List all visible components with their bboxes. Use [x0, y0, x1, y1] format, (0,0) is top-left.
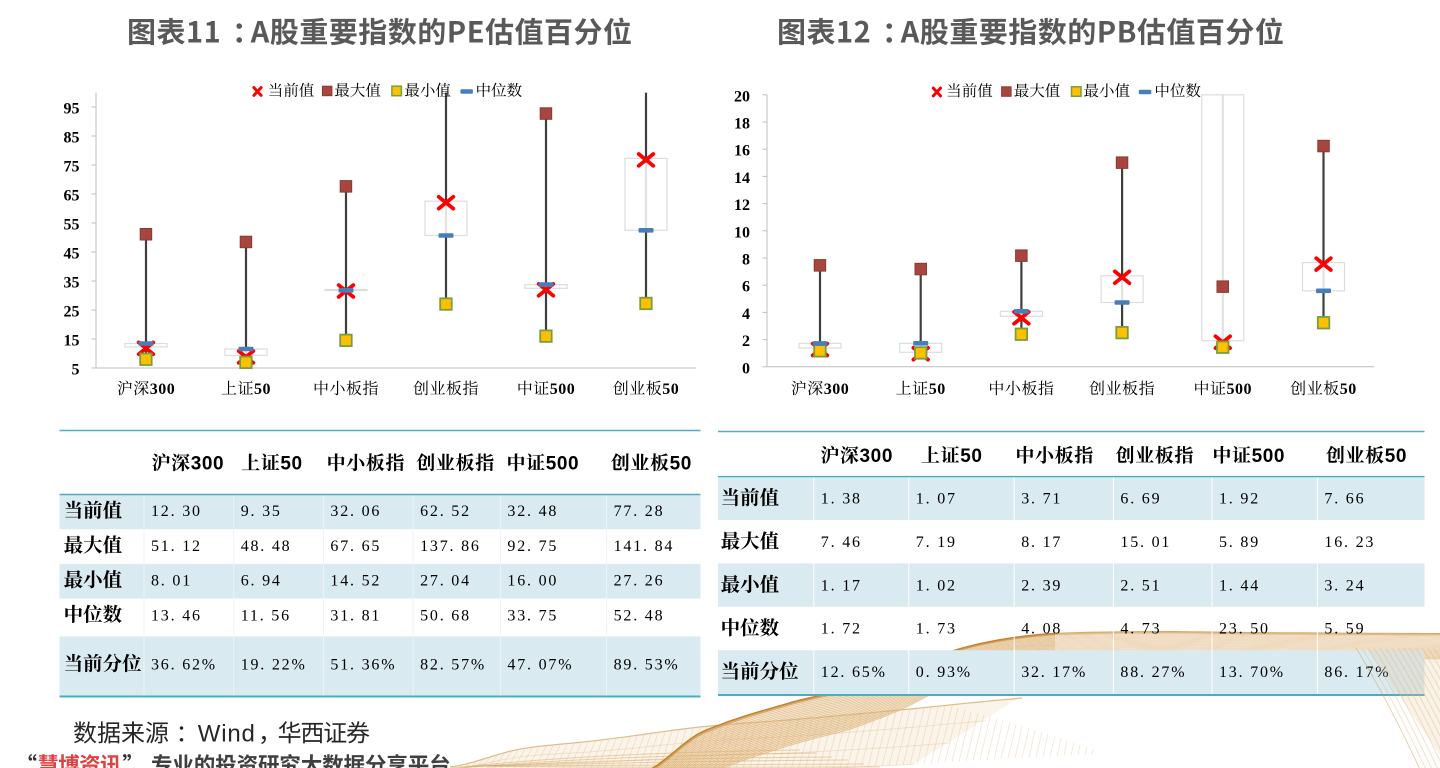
svg-text:12. 30: 12. 30 [151, 503, 202, 520]
svg-text:1. 44: 1. 44 [1219, 577, 1260, 594]
svg-text:2. 39: 2. 39 [1021, 577, 1062, 594]
svg-text:1. 72: 1. 72 [821, 621, 862, 638]
svg-text:14: 14 [734, 170, 750, 187]
svg-text:3. 24: 3. 24 [1324, 577, 1365, 594]
svg-text:4. 08: 4. 08 [1021, 621, 1062, 638]
svg-text:86. 17%: 86. 17% [1324, 664, 1390, 681]
svg-text:16. 23: 16. 23 [1324, 534, 1375, 551]
svg-text:500: 500 [546, 454, 580, 475]
svg-text:77. 28: 77. 28 [614, 503, 665, 520]
svg-text:13. 70%: 13. 70% [1219, 664, 1285, 681]
svg-text:8. 17: 8. 17 [1021, 534, 1062, 551]
svg-text:50: 50 [670, 454, 692, 475]
svg-text:51. 12: 51. 12 [151, 538, 202, 555]
svg-text:25: 25 [64, 304, 80, 321]
svg-text:15: 15 [64, 333, 80, 350]
svg-text:45: 45 [64, 246, 80, 263]
svg-text:32. 06: 32. 06 [330, 503, 381, 520]
svg-text:16: 16 [734, 143, 750, 160]
svg-text:8: 8 [742, 252, 750, 269]
svg-text:51. 36%: 51. 36% [330, 656, 396, 673]
svg-text:50. 68: 50. 68 [420, 607, 471, 624]
svg-text:50: 50 [254, 381, 271, 398]
svg-text:31. 81: 31. 81 [330, 607, 381, 624]
svg-text:47. 07%: 47. 07% [507, 656, 573, 673]
svg-text:3. 71: 3. 71 [1021, 491, 1062, 508]
svg-text:32. 48: 32. 48 [507, 503, 558, 520]
svg-text:23. 50: 23. 50 [1219, 621, 1270, 638]
svg-text:137. 86: 137. 86 [420, 538, 481, 555]
svg-text:13. 46: 13. 46 [151, 607, 202, 624]
svg-text:1. 07: 1. 07 [916, 491, 957, 508]
svg-text:1. 38: 1. 38 [821, 491, 862, 508]
svg-text:300: 300 [150, 381, 176, 398]
svg-text:300: 300 [824, 381, 850, 398]
svg-text:14. 52: 14. 52 [330, 573, 381, 590]
svg-text:18: 18 [734, 116, 750, 133]
svg-text:33. 75: 33. 75 [507, 607, 558, 624]
svg-text:4: 4 [742, 306, 750, 323]
svg-text:300: 300 [860, 446, 894, 467]
svg-text:20: 20 [734, 88, 750, 105]
svg-text:0. 93%: 0. 93% [916, 664, 972, 681]
svg-text:8. 01: 8. 01 [151, 573, 192, 590]
svg-text:75: 75 [64, 159, 80, 176]
svg-text:50: 50 [1340, 381, 1357, 398]
svg-text:4. 73: 4. 73 [1120, 621, 1161, 638]
svg-text:500: 500 [1227, 381, 1253, 398]
svg-text:7. 19: 7. 19 [916, 534, 957, 551]
svg-text:50: 50 [662, 381, 679, 398]
svg-text:52. 48: 52. 48 [614, 607, 665, 624]
svg-text:5: 5 [72, 362, 80, 379]
svg-text:92. 75: 92. 75 [507, 538, 558, 555]
svg-text:2: 2 [742, 333, 750, 350]
svg-text:48. 48: 48. 48 [241, 538, 292, 555]
svg-text:89. 53%: 89. 53% [614, 656, 680, 673]
svg-text:10: 10 [734, 224, 750, 241]
svg-text:0: 0 [742, 360, 750, 377]
svg-text:500: 500 [1252, 446, 1286, 467]
svg-text:16. 00: 16. 00 [507, 573, 558, 590]
svg-text:1. 73: 1. 73 [916, 621, 957, 638]
svg-text:5. 89: 5. 89 [1219, 534, 1260, 551]
svg-text:300: 300 [191, 454, 225, 475]
svg-text:9. 35: 9. 35 [241, 503, 282, 520]
svg-text:6. 69: 6. 69 [1120, 491, 1161, 508]
svg-text:500: 500 [550, 381, 576, 398]
svg-text:15. 01: 15. 01 [1120, 534, 1171, 551]
svg-text:50: 50 [929, 381, 946, 398]
svg-text:7. 46: 7. 46 [821, 534, 862, 551]
svg-text:62. 52: 62. 52 [420, 503, 471, 520]
svg-text:1. 92: 1. 92 [1219, 491, 1260, 508]
svg-text:27. 04: 27. 04 [420, 573, 471, 590]
svg-text:50: 50 [960, 446, 982, 467]
svg-text:27. 26: 27. 26 [614, 573, 665, 590]
svg-text:6: 6 [742, 279, 750, 296]
svg-text:12. 65%: 12. 65% [821, 664, 887, 681]
svg-text:6. 94: 6. 94 [241, 573, 282, 590]
svg-text:55: 55 [64, 217, 80, 234]
svg-text:1. 02: 1. 02 [916, 577, 957, 594]
svg-text:141. 84: 141. 84 [614, 538, 675, 555]
svg-text:5. 59: 5. 59 [1324, 621, 1365, 638]
svg-text:67. 65: 67. 65 [330, 538, 381, 555]
svg-text:65: 65 [64, 188, 80, 205]
svg-text:88. 27%: 88. 27% [1120, 664, 1186, 681]
svg-text:35: 35 [64, 275, 80, 292]
svg-text:50: 50 [280, 454, 302, 475]
svg-text:2. 51: 2. 51 [1120, 577, 1161, 594]
svg-text:1. 17: 1. 17 [821, 577, 862, 594]
svg-text:11. 56: 11. 56 [241, 607, 291, 624]
svg-text:Wind: Wind [198, 721, 256, 748]
svg-text:50: 50 [1385, 446, 1407, 467]
svg-text:7. 66: 7. 66 [1324, 491, 1365, 508]
svg-text:82. 57%: 82. 57% [420, 656, 486, 673]
svg-text:85: 85 [64, 130, 80, 147]
svg-text:95: 95 [64, 101, 80, 118]
svg-text:12: 12 [734, 197, 750, 214]
svg-text:32. 17%: 32. 17% [1021, 664, 1087, 681]
svg-text:19. 22%: 19. 22% [241, 656, 307, 673]
svg-text:36. 62%: 36. 62% [151, 656, 217, 673]
